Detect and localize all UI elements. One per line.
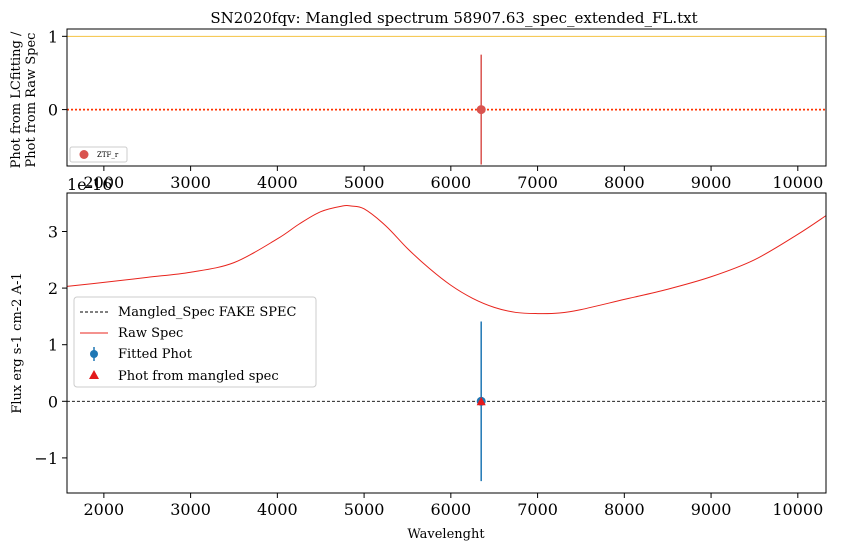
legend-label-fitted-phot: Fitted Phot bbox=[118, 347, 193, 362]
bottom-panel: Flux erg s-1 cm-2 A-1 Wavelenght 2000 300… bbox=[10, 192, 827, 542]
top-ytick-label-0: 0 bbox=[48, 101, 58, 120]
top-yticks: 01 bbox=[48, 27, 67, 120]
legend-label-raw-spec: Raw Spec bbox=[118, 326, 183, 341]
top-xtick-label-7000: 7000 bbox=[517, 173, 558, 192]
bottom-xtick-label-9000: 9000 bbox=[691, 500, 732, 519]
bottom-ytick-label-4: 3 bbox=[48, 222, 58, 241]
bottom-xticks: 2000 3000 4000 5000 6000 7000 8000 9000 10000 bbox=[84, 493, 823, 519]
bottom-yticks: −1 0 1 2 3 bbox=[34, 222, 67, 468]
top-xtick-label-6000: 6000 bbox=[430, 173, 471, 192]
bottom-ytick-label-1: 0 bbox=[48, 392, 58, 411]
bottom-point-phot-from-mangled-spec bbox=[476, 396, 486, 406]
bottom-legend: Mangled_Spec FAKE SPEC Raw Spec Fitted P… bbox=[73, 296, 317, 388]
bottom-plot-area bbox=[66, 204, 827, 482]
top-legend-label-ztf-r: ZTF_r bbox=[97, 151, 119, 159]
top-xtick-label-5000: 5000 bbox=[344, 173, 385, 192]
bottom-xlabel: Wavelenght bbox=[407, 527, 485, 542]
bottom-xtick-label-7000: 7000 bbox=[517, 500, 558, 519]
bottom-xtick-label-10000: 10000 bbox=[772, 500, 823, 519]
bottom-legend-box bbox=[73, 296, 317, 388]
top-frame bbox=[66, 28, 827, 167]
top-xtick-label-10000: 10000 bbox=[772, 173, 823, 192]
bottom-ytick-label-3: 2 bbox=[48, 279, 58, 298]
bottom-frame bbox=[66, 192, 827, 494]
series-line-raw-spec bbox=[66, 204, 827, 315]
top-panel: SN2020fqv: Mangled spectrum 58907.63_spe… bbox=[9, 9, 827, 194]
bottom-xtick-label-5000: 5000 bbox=[344, 500, 385, 519]
top-plot-area bbox=[67, 35, 826, 165]
top-title: SN2020fqv: Mangled spectrum 58907.63_spe… bbox=[210, 9, 697, 27]
top-legend: ZTF_r bbox=[69, 146, 128, 163]
top-ylabel-line1: Phot from LCfitting / bbox=[9, 31, 24, 168]
top-offset-label: 1e-16 bbox=[67, 175, 112, 194]
legend-marker-phot-mangled bbox=[89, 370, 99, 379]
top-point-ztf-r bbox=[476, 105, 486, 115]
top-legend-marker-ztf-r bbox=[79, 150, 89, 159]
top-xtick-label-3000: 3000 bbox=[170, 173, 211, 192]
bottom-ytick-label-2: 1 bbox=[48, 336, 58, 355]
top-xtick-label-9000: 9000 bbox=[691, 173, 732, 192]
bottom-xtick-label-2000: 2000 bbox=[84, 500, 125, 519]
bottom-ytick-label-0: −1 bbox=[34, 449, 58, 468]
top-xticks: 2000 3000 4000 5000 6000 7000 8000 9000 10000 bbox=[84, 166, 823, 192]
top-xtick-label-8000: 8000 bbox=[604, 173, 645, 192]
bottom-xtick-label-6000: 6000 bbox=[430, 500, 471, 519]
bottom-xtick-label-3000: 3000 bbox=[170, 500, 211, 519]
bottom-xtick-label-4000: 4000 bbox=[257, 500, 298, 519]
top-ytick-label-1: 1 bbox=[48, 27, 58, 46]
legend-label-mangled-spec: Mangled_Spec FAKE SPEC bbox=[118, 305, 297, 320]
legend-marker-fitted-phot bbox=[90, 347, 98, 361]
bottom-ylabel: Flux erg s-1 cm-2 A-1 bbox=[10, 272, 25, 413]
top-xtick-label-4000: 4000 bbox=[257, 173, 298, 192]
top-ylabel-line2: Phot from Raw Spec bbox=[24, 33, 39, 168]
bottom-xtick-label-8000: 8000 bbox=[604, 500, 645, 519]
top-xtick-label-2000: 2000 bbox=[84, 173, 125, 192]
legend-label-phot-mangled: Phot from mangled spec bbox=[118, 369, 279, 384]
